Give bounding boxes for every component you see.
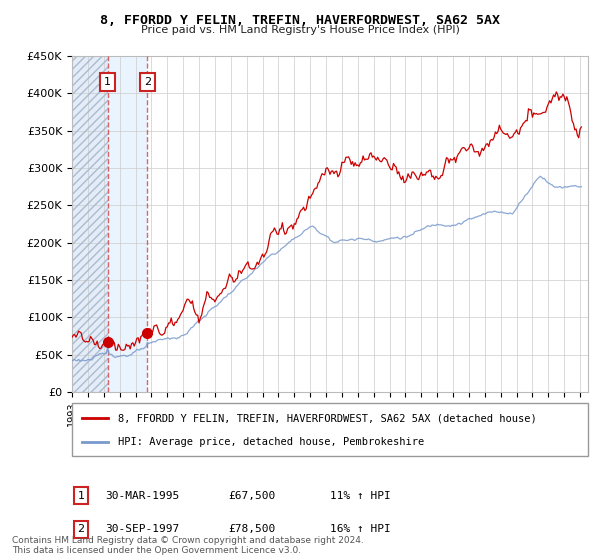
Bar [108, 56, 148, 392]
Text: This data is licensed under the Open Government Licence v3.0.: This data is licensed under the Open Gov… [12, 547, 301, 556]
Bar [72, 56, 108, 392]
Text: 1: 1 [104, 77, 111, 87]
Text: 16% ↑ HPI: 16% ↑ HPI [330, 524, 391, 534]
FancyBboxPatch shape [72, 403, 588, 456]
Text: 8, FFORDD Y FELIN, TREFIN, HAVERFORDWEST, SA62 5AX (detached house): 8, FFORDD Y FELIN, TREFIN, HAVERFORDWEST… [118, 413, 537, 423]
Text: 8, FFORDD Y FELIN, TREFIN, HAVERFORDWEST, SA62 5AX: 8, FFORDD Y FELIN, TREFIN, HAVERFORDWEST… [100, 14, 500, 27]
Text: Contains HM Land Registry data © Crown copyright and database right 2024.: Contains HM Land Registry data © Crown c… [12, 536, 364, 545]
Text: 2: 2 [77, 524, 85, 534]
Text: 30-MAR-1995: 30-MAR-1995 [105, 491, 179, 501]
Bar [72, 56, 108, 392]
Text: 2: 2 [144, 77, 151, 87]
Text: HPI: Average price, detached house, Pembrokeshire: HPI: Average price, detached house, Pemb… [118, 436, 425, 446]
Text: £78,500: £78,500 [228, 524, 275, 534]
Text: 30-SEP-1997: 30-SEP-1997 [105, 524, 179, 534]
Text: £67,500: £67,500 [228, 491, 275, 501]
Text: Price paid vs. HM Land Registry's House Price Index (HPI): Price paid vs. HM Land Registry's House … [140, 25, 460, 35]
Text: 1: 1 [77, 491, 85, 501]
Text: 11% ↑ HPI: 11% ↑ HPI [330, 491, 391, 501]
